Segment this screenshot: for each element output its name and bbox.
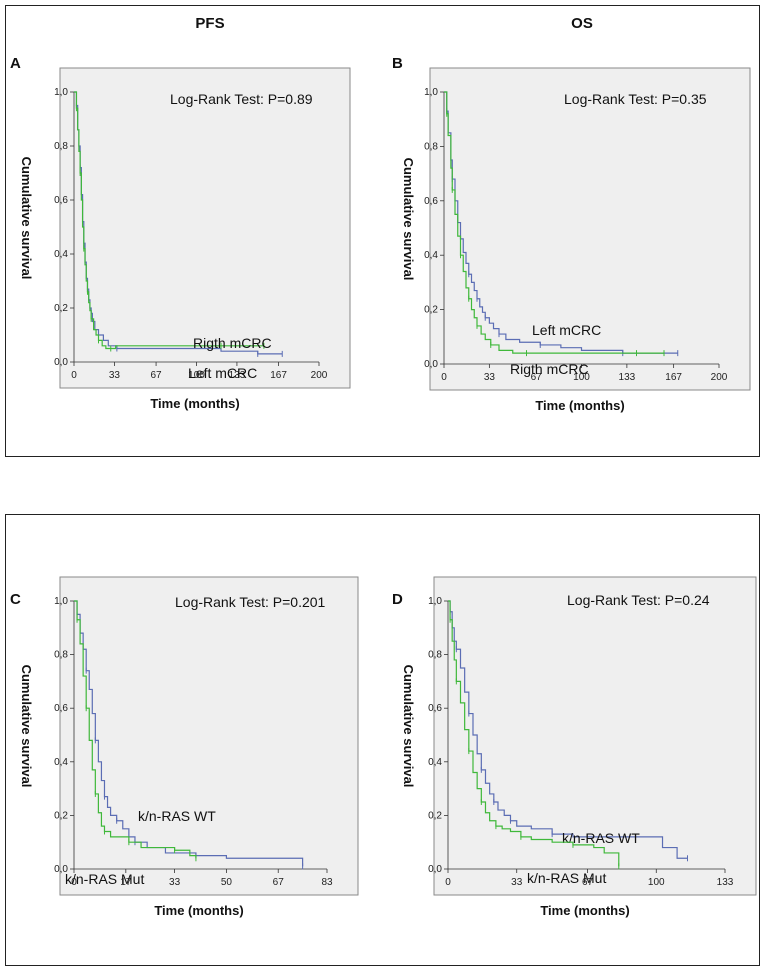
y-tick-label: 0,0 xyxy=(54,864,68,875)
x-tick-label: 0 xyxy=(71,370,77,381)
x-tick-label: 0 xyxy=(445,877,451,888)
logrank-annotation: Log-Rank Test: P=0.35 xyxy=(564,91,707,107)
chart-svg: PFS A Cumulative survival Time (months) 0 33 6… xyxy=(10,15,351,411)
y-tick-label: 0,8 xyxy=(428,650,442,661)
series-label: k/n-RAS Mut xyxy=(527,870,606,886)
y-tick-label: 1,0 xyxy=(424,87,438,98)
x-tick-label: 167 xyxy=(665,372,682,383)
series-label: Left mCRC xyxy=(532,322,601,338)
series-line-green xyxy=(74,91,264,350)
y-tick-label: 0,8 xyxy=(54,141,68,152)
y-tick-label: 0,0 xyxy=(428,864,442,875)
y-tick-label: 0,2 xyxy=(428,810,442,821)
plot-area xyxy=(433,576,757,896)
x-tick-label: 33 xyxy=(484,372,496,383)
panel-letter: C xyxy=(10,591,21,608)
x-tick-label: 100 xyxy=(188,370,205,381)
x-tick-label: 33 xyxy=(511,877,523,888)
panel-b: OS B Cumulative survival Time (months) 0 33 67… xyxy=(382,0,760,457)
x-tick-label: 33 xyxy=(109,370,121,381)
x-tick-label: 67 xyxy=(273,877,285,888)
x-axis-label: Time (months) xyxy=(150,396,239,411)
y-tick-label: 1,0 xyxy=(428,596,442,607)
series-line-green xyxy=(448,600,620,867)
x-tick-label: 133 xyxy=(229,370,246,381)
panel-letter: B xyxy=(392,55,403,72)
panel-letter: A xyxy=(10,55,21,72)
y-tick-label: 0,8 xyxy=(424,141,438,152)
plot-area xyxy=(429,67,751,391)
x-tick-label: 200 xyxy=(311,370,328,381)
y-tick-label: 0,4 xyxy=(424,250,438,261)
x-tick-label: 200 xyxy=(711,372,728,383)
y-axis-label: Cumulative survival xyxy=(19,157,34,280)
series-label: Rigth mCRC xyxy=(510,361,589,377)
x-tick-label: 67 xyxy=(531,372,543,383)
panel-title: PFS xyxy=(195,15,224,32)
y-tick-label: 0,4 xyxy=(54,249,68,260)
y-tick-label: 0,2 xyxy=(424,305,438,316)
x-tick-label: 17 xyxy=(120,877,132,888)
x-tick-label: 133 xyxy=(717,877,734,888)
panel-letter: D xyxy=(392,591,403,608)
x-axis-label: Time (months) xyxy=(540,903,629,918)
logrank-annotation: Log-Rank Test: P=0.89 xyxy=(170,91,313,107)
series-label: k/n-RAS WT xyxy=(138,808,216,824)
logrank-annotation: Log-Rank Test: P=0.201 xyxy=(175,594,326,610)
x-tick-label: 67 xyxy=(151,370,163,381)
y-tick-label: 0,4 xyxy=(428,757,442,768)
x-axis-label: Time (months) xyxy=(535,398,624,413)
y-axis-label: Cumulative survival xyxy=(401,665,416,788)
plot-area xyxy=(59,576,359,896)
x-tick-label: 100 xyxy=(573,372,590,383)
series-line-green xyxy=(74,600,197,859)
x-tick-label: 33 xyxy=(169,877,181,888)
series-label: Left mCRC xyxy=(188,365,257,381)
series-line-green xyxy=(444,91,664,354)
x-tick-label: 0 xyxy=(441,372,447,383)
x-tick-label: 100 xyxy=(648,877,665,888)
y-axis-label: Cumulative survival xyxy=(401,158,416,281)
series-label: Rigth mCRC xyxy=(193,335,272,351)
y-tick-label: 0,0 xyxy=(424,359,438,370)
x-tick-label: 0 xyxy=(71,877,77,888)
y-tick-label: 0,0 xyxy=(54,357,68,368)
series-label: k/n-RAS WT xyxy=(562,830,640,846)
x-tick-label: 133 xyxy=(619,372,636,383)
y-tick-label: 1,0 xyxy=(54,87,68,98)
y-tick-label: 0,6 xyxy=(424,196,438,207)
x-tick-label: 167 xyxy=(270,370,287,381)
logrank-annotation: Log-Rank Test: P=0.24 xyxy=(567,592,710,608)
y-tick-label: 0,6 xyxy=(54,703,68,714)
series-label: k/n-RAS Mut xyxy=(65,871,144,887)
y-tick-label: 1,0 xyxy=(54,596,68,607)
y-tick-label: 0,2 xyxy=(54,303,68,314)
y-tick-label: 0,4 xyxy=(54,757,68,768)
panel-title: OS xyxy=(571,15,593,32)
y-tick-label: 0,8 xyxy=(54,650,68,661)
x-tick-label: 83 xyxy=(321,877,333,888)
y-tick-label: 0,2 xyxy=(54,810,68,821)
x-tick-label: 50 xyxy=(221,877,233,888)
panel-a: PFS A Cumulative survival Time (months) 0 33 6… xyxy=(0,0,382,457)
chart-svg: OS B Cumulative survival Time (months) 0 33 67… xyxy=(392,15,751,413)
y-tick-label: 0,6 xyxy=(54,195,68,206)
y-axis-label: Cumulative survival xyxy=(19,665,34,788)
y-tick-label: 0,6 xyxy=(428,703,442,714)
plot-area xyxy=(59,67,351,389)
series-line-blue xyxy=(74,600,304,867)
x-tick-label: 67 xyxy=(582,877,594,888)
x-axis-label: Time (months) xyxy=(154,903,243,918)
